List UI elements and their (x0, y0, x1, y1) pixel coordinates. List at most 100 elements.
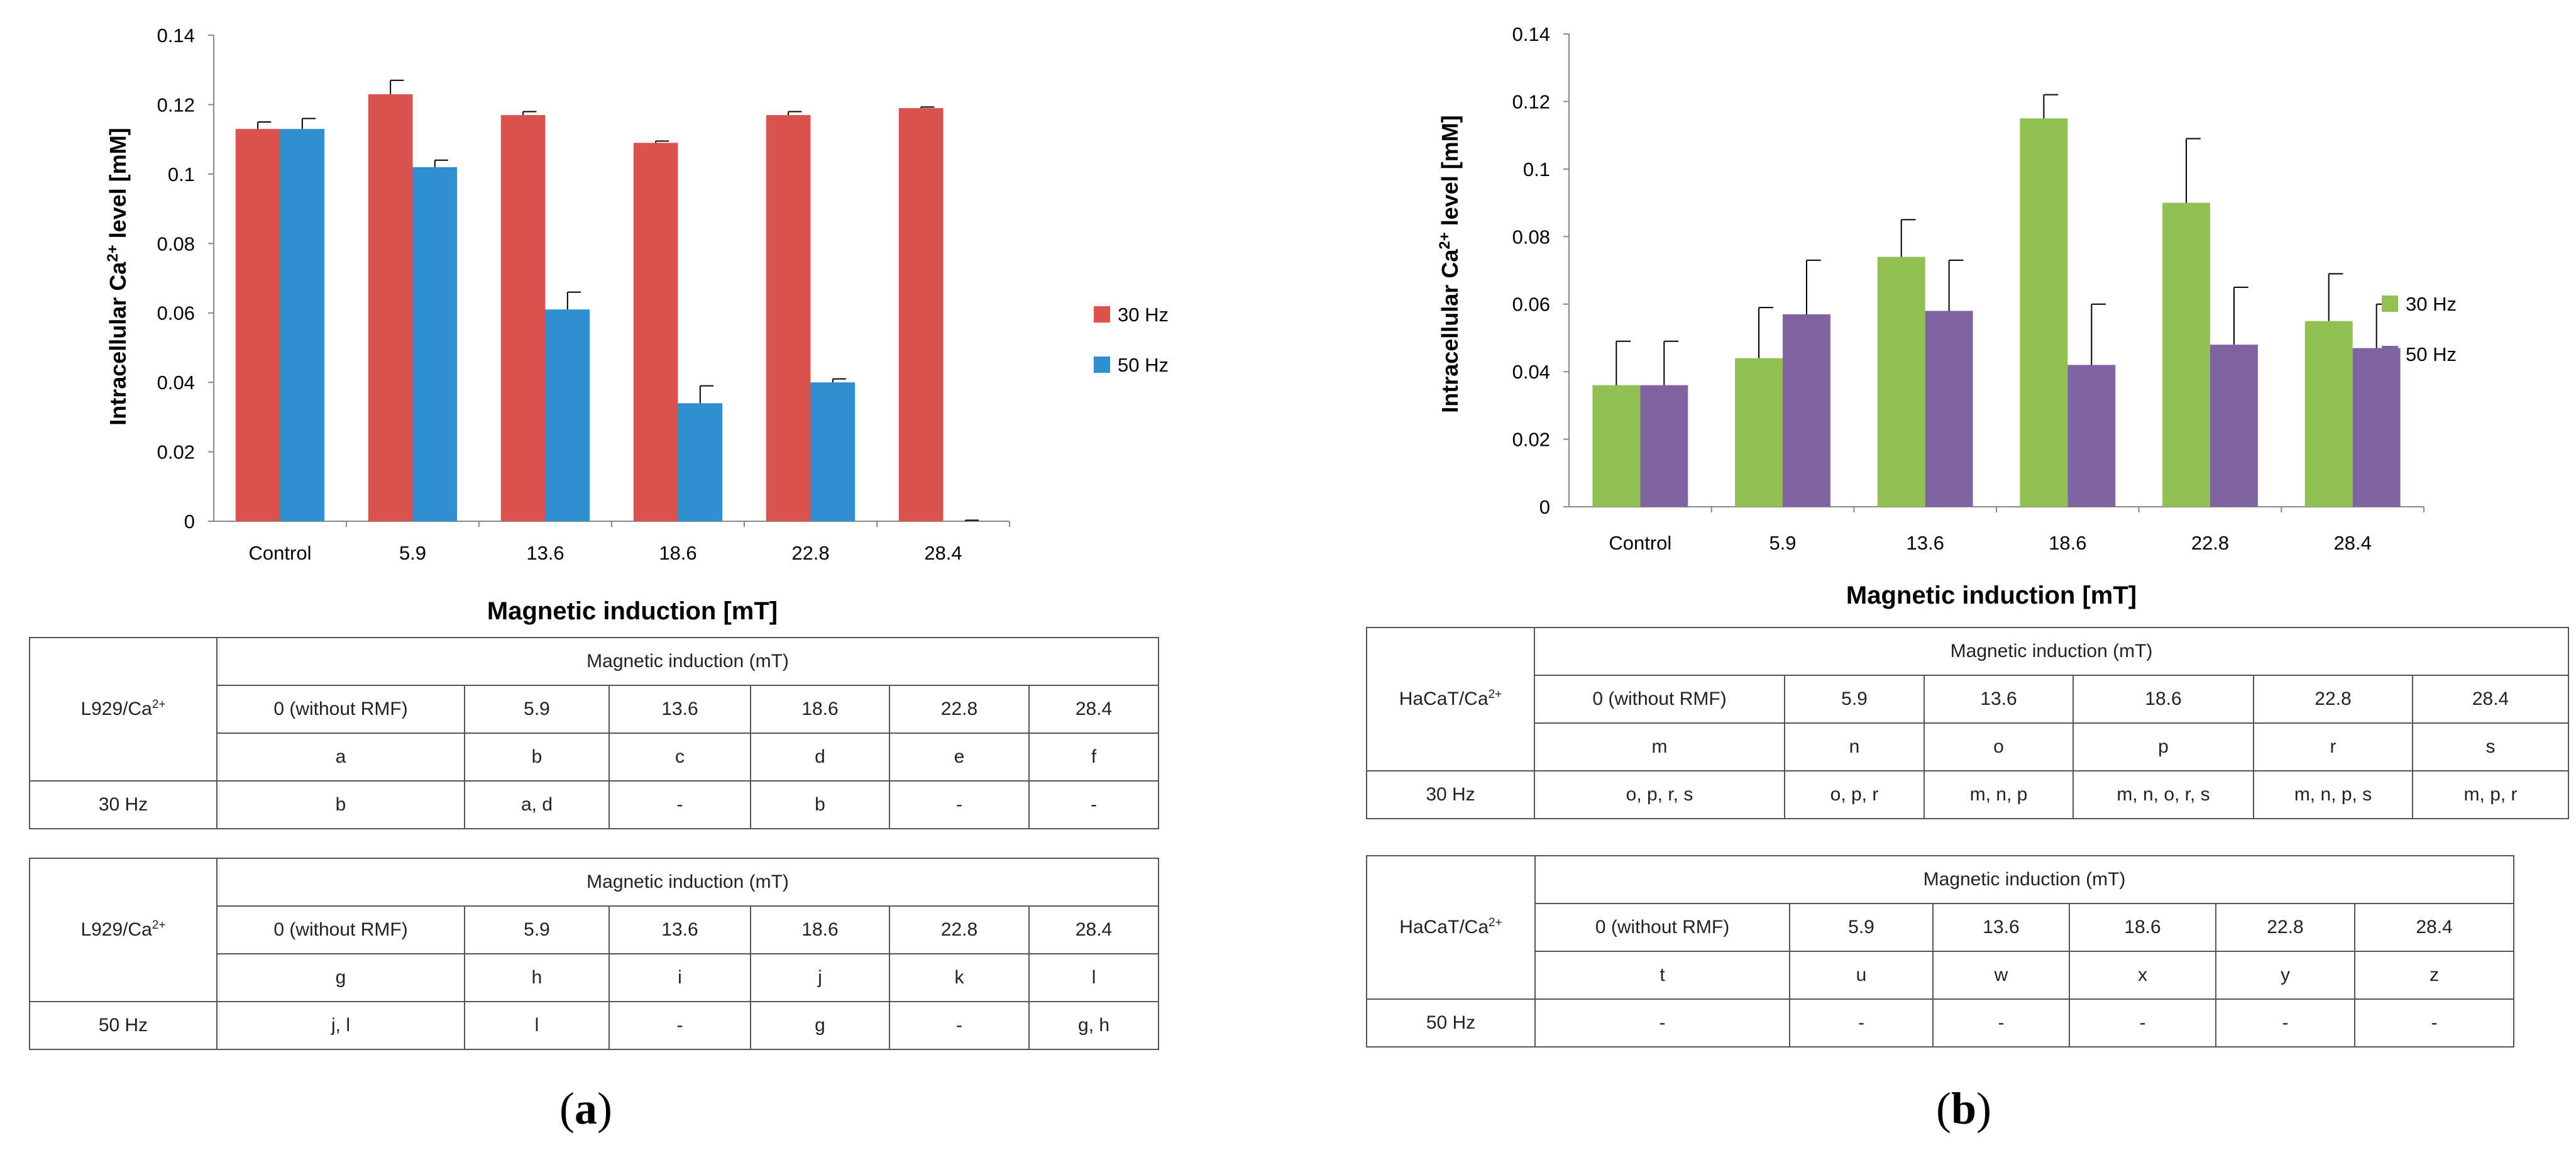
induction-cell: 28.4 (2353, 903, 2515, 952)
bar (633, 143, 678, 521)
induction-cell: 28.4 (2411, 675, 2570, 724)
induction-cell: 5.9 (1789, 903, 1934, 952)
significance-cell: - (608, 1001, 751, 1050)
y-tick-label: 0.04 (157, 372, 195, 394)
significance-cell: - (1028, 780, 1160, 829)
significance-cell: m, p, r (2411, 770, 2570, 819)
letter-cell: b (464, 733, 610, 782)
bar (368, 94, 413, 522)
letter-cell: s (2411, 722, 2570, 771)
panel-a: 0 0.02 0.04 0.06 0.08 0.1 0.12 0.14 Control 5.9 13… (29, 25, 1169, 1134)
induction-cell: 18.6 (2069, 903, 2216, 952)
bar (678, 403, 723, 521)
induction-cell: 13.6 (1924, 675, 2074, 724)
bar (1877, 257, 1925, 507)
y-tick-label: 0.1 (168, 163, 195, 185)
frequency-label: 50 Hz (29, 1001, 217, 1050)
table-a-30hz: L929/Ca2+ Magnetic induction (mT) 0 (wit… (29, 637, 1160, 829)
frequency-label: 30 Hz (29, 780, 217, 829)
letter-cell: m (1534, 722, 1785, 771)
legend-label: 30 Hz (1118, 304, 1169, 326)
letter-cell: w (1932, 951, 2070, 1000)
legend-label: 50 Hz (2406, 343, 2457, 365)
panel-b: 0 0.02 0.04 0.06 0.08 0.1 0.12 0.14 Control 5.9 13… (1288, 0, 2576, 1150)
induction-cell: 0 (without RMF) (216, 905, 465, 954)
y-tick-label: 0.12 (157, 94, 195, 116)
induction-cell: 13.6 (608, 685, 751, 734)
bar (2304, 321, 2353, 507)
letter-cell: u (1789, 951, 1934, 1000)
x-axis-title: Magnetic induction [mT] (1846, 582, 2137, 609)
cell-type-label: HaCaT/Ca2+ (1366, 627, 1535, 771)
y-tick-label: 0.08 (157, 233, 195, 255)
induction-cell: 22.8 (2215, 903, 2355, 952)
x-tick-label: 22.8 (2191, 532, 2229, 554)
chart-b: 0 0.02 0.04 0.06 0.08 0.1 0.12 0.14 Control 5.9 13… (1436, 23, 2457, 609)
significance-cell: l (464, 1001, 610, 1050)
table-b-30hz: HaCaT/Ca2+ Magnetic induction (mT) 0 (wi… (1366, 627, 2570, 819)
letter-cell: f (1028, 733, 1160, 782)
letter-cell: z (2353, 951, 2515, 1000)
letter-cell: o (1924, 722, 2074, 771)
bar (2210, 345, 2258, 507)
x-tick-label: Control (1609, 532, 1671, 554)
induction-cell: 22.8 (889, 905, 1030, 954)
frequency-label: 50 Hz (1366, 998, 1536, 1048)
y-axis-title: Intracellular Ca2+ level [mM] (1436, 115, 1463, 413)
table-a-50hz: L929/Ca2+ Magnetic induction (mT) 0 (wit… (29, 858, 1160, 1050)
cell-type-label: L929/Ca2+ (29, 858, 217, 1002)
significance-cell: - (608, 780, 751, 829)
y-tick-label: 0.14 (157, 25, 195, 47)
x-tick-label: 13.6 (526, 542, 564, 564)
induction-cell: 22.8 (889, 685, 1030, 734)
letter-cell: n (1784, 722, 1925, 771)
induction-cell: 13.6 (1932, 903, 2070, 952)
legend-swatch (1094, 357, 1110, 373)
induction-cell: 0 (without RMF) (1534, 903, 1790, 952)
x-tick-label: 5.9 (399, 542, 426, 564)
bar (2067, 365, 2116, 507)
induction-cell: 0 (without RMF) (216, 685, 465, 734)
induction-cell: 5.9 (464, 685, 610, 734)
significance-cell: m, n, o, r, s (2072, 770, 2254, 819)
bar (1735, 358, 1783, 507)
panel-label-a: (a) (559, 1083, 612, 1134)
letter-cell: k (889, 953, 1030, 1002)
x-axis-title: Magnetic induction [mT] (487, 597, 778, 625)
letter-cell: c (608, 733, 751, 782)
bar (766, 114, 811, 521)
significance-cell: o, p, r, s (1534, 770, 1785, 819)
bar (2162, 202, 2210, 507)
y-tick-label: 0.06 (157, 302, 195, 324)
induction-cell: 13.6 (608, 905, 751, 954)
significance-cell: - (2215, 998, 2355, 1048)
letter-cell: h (464, 953, 610, 1002)
bar (545, 309, 590, 521)
letter-cell: d (750, 733, 890, 782)
letter-cell: a (216, 733, 465, 782)
y-tick-label: 0.02 (157, 441, 195, 463)
y-tick-label: 0.04 (1512, 361, 1550, 383)
significance-cell: - (1534, 998, 1790, 1048)
x-tick-label: 5.9 (1769, 532, 1796, 554)
y-tick-label: 0.14 (1512, 23, 1550, 45)
bar (280, 129, 325, 522)
induction-cell: 0 (without RMF) (1534, 675, 1785, 724)
legend-swatch (1094, 306, 1110, 323)
bar (810, 382, 856, 521)
x-tick-label: 28.4 (924, 542, 962, 564)
chart-a: 0 0.02 0.04 0.06 0.08 0.1 0.12 0.14 Control 5.9 13… (104, 25, 1169, 625)
induction-cell: 18.6 (2072, 675, 2254, 724)
letter-cell: x (2069, 951, 2216, 1000)
legend-swatch (2382, 296, 2398, 312)
letter-cell: i (608, 953, 751, 1002)
bar (1783, 314, 1830, 507)
y-tick-label: 0.02 (1512, 429, 1550, 451)
induction-header: Magnetic induction (mT) (216, 858, 1160, 907)
x-tick-label: 28.4 (2333, 532, 2371, 554)
x-tick-label: 13.6 (1906, 532, 1944, 554)
significance-cell: m, n, p, s (2253, 770, 2413, 819)
bar (2352, 348, 2401, 507)
letter-cell: e (889, 733, 1030, 782)
significance-cell: a, d (464, 780, 610, 829)
